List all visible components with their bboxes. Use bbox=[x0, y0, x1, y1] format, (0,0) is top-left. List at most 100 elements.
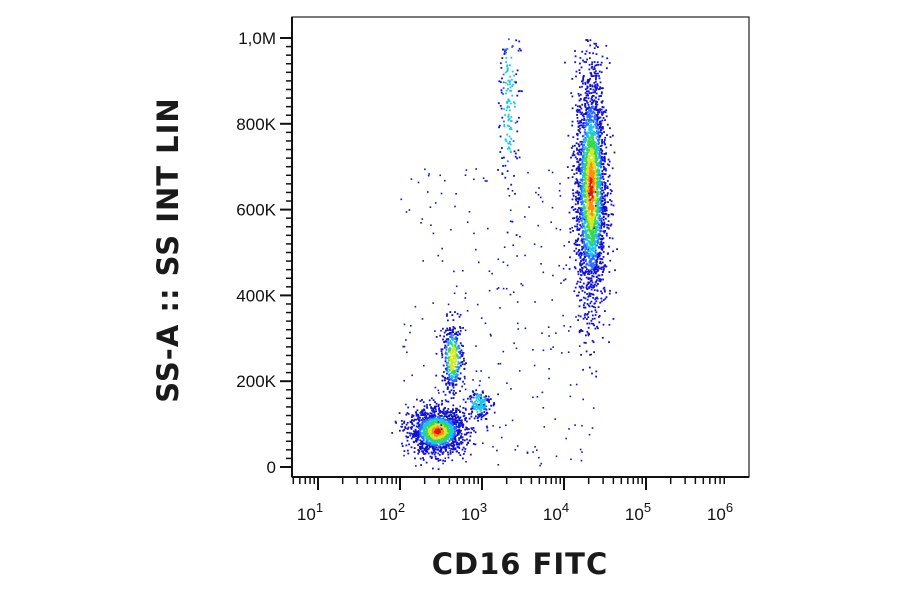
data-point bbox=[418, 427, 420, 429]
data-point bbox=[448, 373, 450, 376]
data-point bbox=[444, 356, 447, 359]
data-point bbox=[448, 390, 451, 393]
data-point bbox=[415, 413, 418, 416]
data-point bbox=[599, 135, 601, 138]
data-point bbox=[596, 241, 599, 244]
data-point bbox=[446, 428, 449, 431]
data-point bbox=[422, 457, 424, 459]
data-point bbox=[604, 188, 606, 191]
data-point bbox=[450, 331, 452, 334]
data-point bbox=[458, 443, 461, 446]
data-point bbox=[426, 427, 428, 430]
data-point bbox=[448, 418, 451, 420]
data-point bbox=[439, 411, 441, 414]
data-point bbox=[595, 202, 598, 204]
data-point bbox=[591, 275, 594, 277]
data-point bbox=[515, 73, 518, 76]
data-point bbox=[451, 314, 454, 316]
data-point bbox=[594, 241, 597, 244]
data-point bbox=[598, 138, 601, 141]
data-point bbox=[593, 82, 596, 84]
data-point bbox=[508, 106, 511, 109]
data-point bbox=[442, 327, 444, 330]
data-point bbox=[579, 98, 582, 101]
data-point bbox=[452, 370, 454, 372]
data-point bbox=[593, 159, 595, 162]
data-point bbox=[450, 360, 452, 363]
data-point bbox=[433, 437, 435, 440]
data-point bbox=[429, 455, 432, 458]
data-point bbox=[593, 66, 596, 69]
data-point bbox=[444, 179, 446, 182]
data-point bbox=[422, 409, 425, 411]
data-point bbox=[459, 352, 462, 355]
data-point bbox=[453, 366, 456, 368]
data-point bbox=[588, 206, 590, 209]
data-point bbox=[589, 242, 591, 245]
data-point bbox=[586, 322, 589, 325]
data-point bbox=[603, 199, 606, 202]
data-point bbox=[602, 163, 605, 166]
data-point bbox=[433, 418, 436, 421]
data-point bbox=[600, 248, 603, 250]
data-point bbox=[558, 189, 561, 192]
data-point bbox=[465, 169, 468, 171]
data-point bbox=[458, 332, 461, 335]
data-point bbox=[547, 326, 550, 328]
data-point bbox=[606, 163, 609, 166]
data-point bbox=[592, 256, 595, 259]
data-point bbox=[438, 445, 441, 448]
data-point bbox=[585, 160, 588, 163]
data-point bbox=[583, 203, 585, 206]
data-point bbox=[568, 241, 570, 243]
data-point bbox=[589, 144, 591, 146]
data-point bbox=[445, 361, 448, 364]
data-point bbox=[588, 178, 591, 181]
data-point bbox=[425, 434, 427, 437]
data-point bbox=[503, 125, 506, 128]
data-point bbox=[594, 133, 596, 136]
data-point bbox=[596, 234, 598, 236]
data-point bbox=[590, 238, 593, 240]
data-point bbox=[460, 361, 463, 364]
data-point bbox=[579, 224, 582, 226]
data-point bbox=[603, 209, 606, 211]
data-point bbox=[581, 263, 583, 266]
data-point bbox=[453, 354, 455, 357]
data-point bbox=[598, 75, 600, 77]
data-point bbox=[445, 400, 448, 403]
data-point bbox=[595, 300, 598, 303]
data-point bbox=[427, 440, 430, 443]
data-point bbox=[576, 108, 579, 111]
data-point bbox=[447, 370, 450, 373]
data-point bbox=[588, 119, 591, 122]
data-point bbox=[602, 117, 605, 119]
data-point bbox=[433, 428, 436, 431]
data-point bbox=[581, 193, 584, 196]
data-point bbox=[580, 459, 583, 462]
data-point bbox=[451, 344, 454, 347]
data-point bbox=[575, 252, 578, 254]
data-point bbox=[598, 267, 600, 270]
data-point bbox=[579, 57, 582, 59]
data-point bbox=[441, 260, 444, 262]
data-point bbox=[480, 418, 483, 421]
data-point bbox=[510, 388, 512, 390]
data-point bbox=[497, 102, 500, 105]
data-point bbox=[454, 434, 456, 436]
data-point bbox=[451, 436, 453, 438]
data-point bbox=[574, 144, 576, 147]
data-point bbox=[451, 424, 454, 426]
data-point bbox=[420, 222, 422, 224]
data-point bbox=[391, 432, 394, 434]
data-point bbox=[596, 270, 599, 272]
data-point bbox=[594, 90, 596, 93]
data-point bbox=[439, 421, 441, 424]
data-point bbox=[446, 372, 448, 375]
data-point bbox=[476, 406, 478, 409]
data-point bbox=[450, 389, 453, 392]
data-point bbox=[488, 401, 490, 403]
data-point bbox=[588, 240, 591, 243]
data-point bbox=[594, 144, 597, 147]
data-point bbox=[594, 75, 596, 77]
